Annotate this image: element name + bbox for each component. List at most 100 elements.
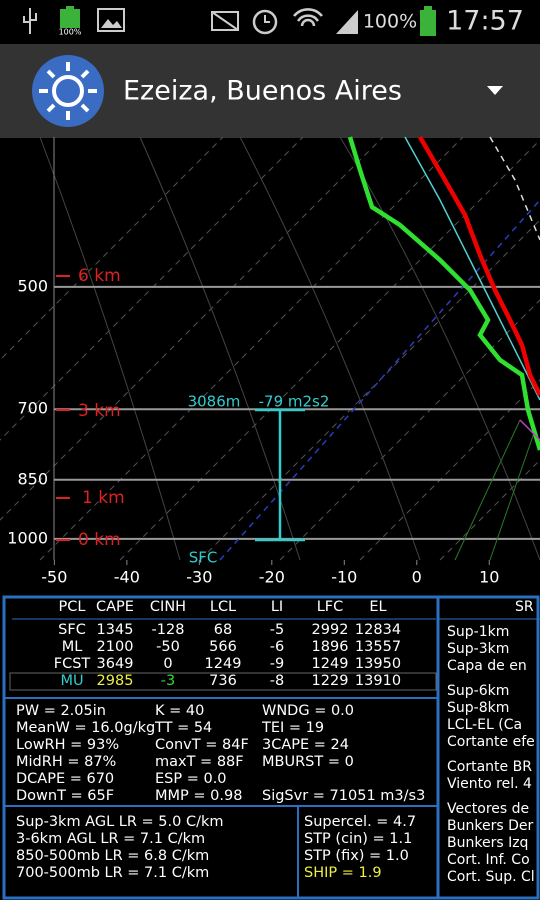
x-tick-label: -40 <box>114 568 140 587</box>
table-cell: 13557 <box>355 639 401 655</box>
index-value: TT = 54 <box>154 720 212 736</box>
height-label: 6 km <box>78 266 121 286</box>
table-cell: 566 <box>209 639 237 655</box>
table-cell: -8 <box>270 673 284 689</box>
index-value: LowRH = 93% <box>16 737 119 753</box>
composite-index: STP (cin) = 1.1 <box>304 831 412 847</box>
height-label: 3 km <box>78 401 121 421</box>
battery-label: 100% <box>363 11 417 33</box>
y-tick-label: 1000 <box>7 528 48 547</box>
table-cell: 13910 <box>355 673 401 689</box>
table-cell: 2992 <box>312 622 349 638</box>
table-cell: 3649 <box>97 656 134 672</box>
table-cell: 736 <box>209 673 237 689</box>
column-header: EL <box>369 599 386 615</box>
table-cell: 13950 <box>355 656 401 672</box>
table-cell: 2985 <box>97 673 134 689</box>
index-value: MeanW = 16.0g/kg <box>16 720 155 736</box>
side-title: SR <box>515 599 534 615</box>
isotherms <box>0 136 540 561</box>
index-value: MBURST = 0 <box>262 754 354 770</box>
location-title[interactable]: Ezeiza, Buenos Aires <box>123 76 402 107</box>
annotation: 3086m <box>188 393 241 411</box>
table-cell: 12834 <box>355 622 401 638</box>
side-line: Cortante BR <box>447 759 532 775</box>
index-value: MMP = 0.98 <box>155 788 242 804</box>
index-value: DownT = 65F <box>16 788 114 804</box>
side-line: Sup-8km <box>447 700 509 716</box>
side-line: Capa de en <box>447 658 527 674</box>
side-line: Bunkers Izq <box>447 835 528 851</box>
table-cell: -5 <box>270 622 284 638</box>
battery-small-label: 100% <box>59 28 82 37</box>
lapse-rate: 700-500mb LR = 7.1 C/km <box>16 865 209 881</box>
index-value: 3CAPE = 24 <box>262 737 349 753</box>
column-header: LCL <box>210 599 236 615</box>
side-line: Bunkers Der <box>447 818 533 834</box>
x-tick-label: -10 <box>331 568 357 587</box>
side-line: Viento rel. 4 <box>447 776 532 792</box>
table-cell: -50 <box>156 639 180 655</box>
clock: 17:57 <box>446 6 524 37</box>
composite-index: STP (fix) = 1.0 <box>304 848 409 864</box>
table-cell: SFC <box>58 622 86 638</box>
dropdown-arrow[interactable] <box>487 86 503 95</box>
side-line: Vectores de <box>447 801 529 817</box>
y-tick-label: 700 <box>17 399 48 418</box>
column-header: LFC <box>317 599 344 615</box>
y-tick-label: 500 <box>17 276 48 295</box>
index-value: DCAPE = 670 <box>16 771 114 787</box>
annotation: -79 m2s2 <box>259 393 330 411</box>
side-line: Cort. Sup. Cl <box>447 869 535 885</box>
table-cell: FCST <box>54 656 91 672</box>
index-value: ConvT = 84F <box>155 737 249 753</box>
table-cell: 68 <box>214 622 232 638</box>
side-line: Cortante efe <box>447 734 535 750</box>
lapse-rate: 850-500mb LR = 6.8 C/km <box>16 848 209 864</box>
table-cell: -9 <box>270 656 284 672</box>
table-cell: 1896 <box>312 639 349 655</box>
column-header: PCL <box>59 599 86 615</box>
side-line: Sup-3km <box>447 641 509 657</box>
table-cell: 1229 <box>312 673 349 689</box>
x-tick-label: -50 <box>41 568 67 587</box>
column-header: CAPE <box>96 599 134 615</box>
index-value: PW = 2.05in <box>16 703 106 719</box>
dry-adiabats <box>39 136 540 561</box>
helicity-bar <box>255 408 305 542</box>
index-value: K = 40 <box>155 703 204 719</box>
lapse-rate: Sup-3km AGL LR = 5.0 C/km <box>16 814 224 830</box>
indices-panel <box>2 595 540 900</box>
table-cell: 1345 <box>97 622 134 638</box>
index-value: MidRH = 87% <box>16 754 116 770</box>
side-line: LCL-EL (Ca <box>447 717 522 733</box>
index-value: TEI = 19 <box>261 720 324 736</box>
lapse-rate: 3-6km AGL LR = 7.1 C/km <box>16 831 205 847</box>
annotation: SFC <box>189 549 218 567</box>
table-cell: -6 <box>270 639 284 655</box>
table-cell: -128 <box>152 622 185 638</box>
side-line: Cort. Inf. Co <box>447 852 530 868</box>
height-label: 0 km <box>78 530 121 550</box>
side-line: Sup-1km <box>447 624 509 640</box>
side-line: Sup-6km <box>447 683 509 699</box>
table-cell: 1249 <box>312 656 349 672</box>
index-value: WNDG = 0.0 <box>262 703 354 719</box>
composite-index: Supercel. = 4.7 <box>304 814 416 830</box>
column-header: CINH <box>150 599 186 615</box>
status-icons <box>23 6 436 36</box>
column-header: LI <box>271 599 283 615</box>
index-value: ESP = 0.0 <box>155 771 227 787</box>
table-cell: 2100 <box>97 639 134 655</box>
height-label: 1 km <box>82 488 125 508</box>
index-value: maxT = 88F <box>155 754 244 770</box>
y-tick-label: 850 <box>17 469 48 488</box>
app-icon[interactable] <box>32 55 104 127</box>
x-tick-label: 0 <box>412 568 422 587</box>
x-tick-label: 10 <box>479 568 499 587</box>
table-cell: -3 <box>161 673 175 689</box>
x-tick-label: -30 <box>186 568 212 587</box>
table-cell: 0 <box>163 656 172 672</box>
